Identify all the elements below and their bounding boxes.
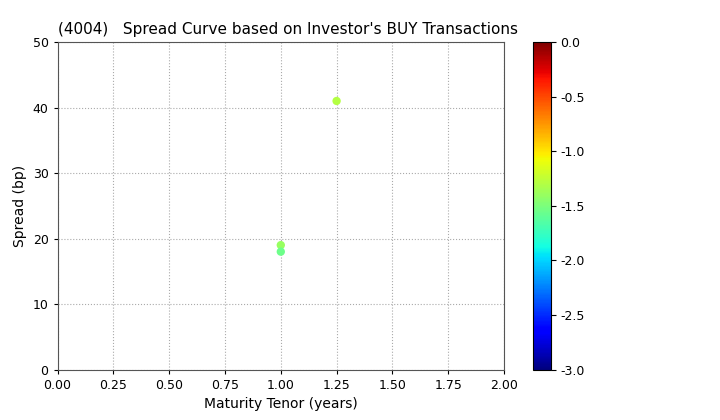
Text: (4004)   Spread Curve based on Investor's BUY Transactions: (4004) Spread Curve based on Investor's … bbox=[58, 22, 518, 37]
Y-axis label: Spread (bp): Spread (bp) bbox=[13, 165, 27, 247]
X-axis label: Maturity Tenor (years): Maturity Tenor (years) bbox=[204, 397, 358, 411]
Point bbox=[330, 97, 343, 104]
Point bbox=[275, 248, 287, 255]
Point bbox=[275, 242, 287, 249]
